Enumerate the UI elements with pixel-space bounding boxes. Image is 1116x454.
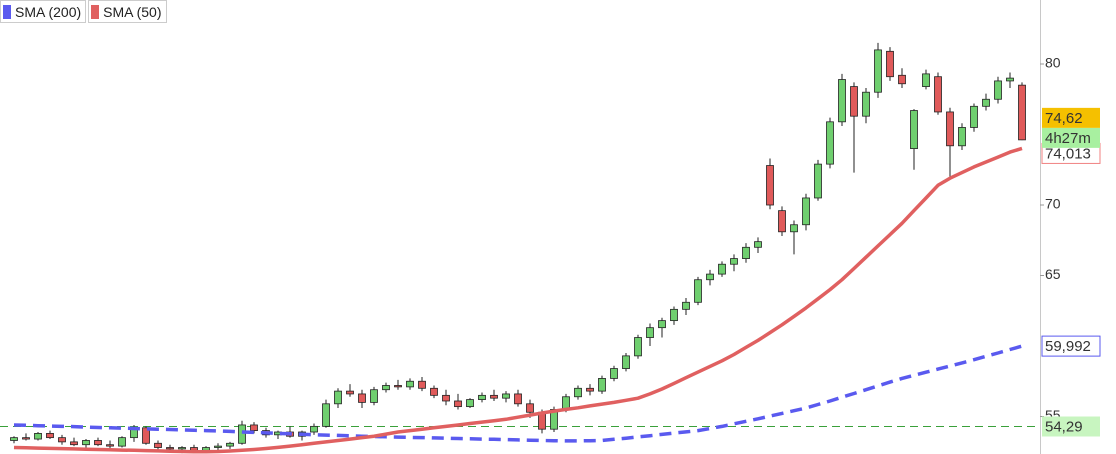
candle-body (478, 394, 486, 400)
legend-label: SMA (200) (15, 3, 82, 20)
candle-body (658, 320, 666, 329)
sma-line (13, 146, 1023, 454)
candle-body (1006, 77, 1014, 82)
countdown-label-box (1042, 127, 1100, 148)
legend-swatch (3, 4, 11, 19)
candle-body (910, 110, 918, 150)
candle-body (94, 440, 102, 446)
legend-swatch (91, 4, 100, 19)
candle-body (586, 387, 594, 392)
candle-body (982, 98, 990, 107)
candle-body (454, 400, 462, 408)
candle-body (862, 91, 870, 117)
candle-body (106, 444, 114, 447)
candle-body (598, 378, 606, 392)
candle-body (718, 263, 726, 275)
candle-body (634, 337, 642, 357)
legend-item[interactable]: SMA (200) (0, 0, 87, 23)
sma200-label-box (1041, 335, 1101, 357)
candle-body (10, 437, 18, 441)
sma200-label: 59,992 (1045, 338, 1091, 355)
axis-panel (1040, 0, 1116, 454)
candle-body (34, 433, 42, 440)
candle-body (142, 427, 150, 444)
candle-body (442, 394, 450, 402)
candle-body (466, 399, 474, 408)
candle-body (238, 424, 246, 444)
legend: SMA (200) SMA (50) (0, 0, 169, 23)
candle-body (850, 86, 858, 117)
reference-label-box (1042, 416, 1100, 437)
legend-item[interactable]: SMA (50) (88, 0, 167, 23)
candle-body (754, 241, 762, 248)
candle-body (346, 390, 354, 395)
candle-body (622, 355, 630, 369)
y-tick-label: 65 (1045, 266, 1061, 282)
candle-body (58, 437, 66, 443)
countdown-label: 4h27m (1045, 130, 1091, 147)
candle-body (490, 394, 498, 399)
legend-label: SMA (50) (103, 3, 162, 20)
candle-body (70, 441, 78, 446)
candle-body (670, 308, 678, 322)
candle-body (706, 273, 714, 281)
candle-body (790, 224, 798, 233)
candle-body (766, 165, 774, 206)
candle-body (1018, 84, 1026, 141)
candle-body (214, 445, 222, 448)
candle-body (778, 210, 786, 233)
candle-body (886, 50, 894, 78)
candle-body (46, 433, 54, 439)
y-tick-label: 70 (1045, 196, 1061, 212)
candle-body (970, 105, 978, 128)
candle-body (694, 279, 702, 303)
candle-body (370, 389, 378, 403)
candle-body (874, 49, 882, 93)
candle-body (226, 442, 234, 447)
sma-line (13, 344, 1023, 443)
candle-body (922, 73, 930, 87)
candle-body (514, 393, 522, 405)
candle-body (166, 447, 174, 450)
candle-body (682, 301, 690, 310)
candle-body (118, 437, 126, 447)
candle-body (898, 74, 906, 85)
reference-label: 54,29 (1045, 418, 1083, 435)
y-tick-label: 80 (1045, 55, 1061, 71)
candle-body (934, 76, 942, 113)
candle-body (322, 403, 330, 427)
last-price-label: 74,62 (1045, 110, 1083, 127)
candle-body (730, 258, 738, 265)
candle-body (526, 403, 534, 413)
candle-body (574, 387, 582, 398)
last-price-label-box (1042, 107, 1100, 128)
candle-body (502, 393, 510, 399)
candle-body (250, 424, 258, 431)
candle-body (418, 380, 426, 389)
candle-body (826, 121, 834, 165)
candle-body (742, 246, 750, 259)
candle-body (82, 440, 90, 446)
candle-body (838, 79, 846, 123)
candle-body (646, 327, 654, 338)
candle-body (22, 437, 30, 440)
candle-body (394, 385, 402, 388)
candle-body (430, 387, 438, 396)
candle-body (406, 380, 414, 388)
candle-body (178, 447, 186, 450)
candle-body (814, 163, 822, 199)
candle-body (382, 385, 390, 391)
candle-body (610, 368, 618, 379)
candle-body (946, 111, 954, 147)
sma50-label: 74,013 (1045, 145, 1091, 162)
candle-body (310, 425, 318, 433)
candle-body (958, 127, 966, 147)
candle-body (994, 80, 1002, 100)
candle-body (154, 442, 162, 448)
candle-body (358, 393, 366, 403)
candle-body (802, 197, 810, 226)
candle-body (334, 390, 342, 405)
